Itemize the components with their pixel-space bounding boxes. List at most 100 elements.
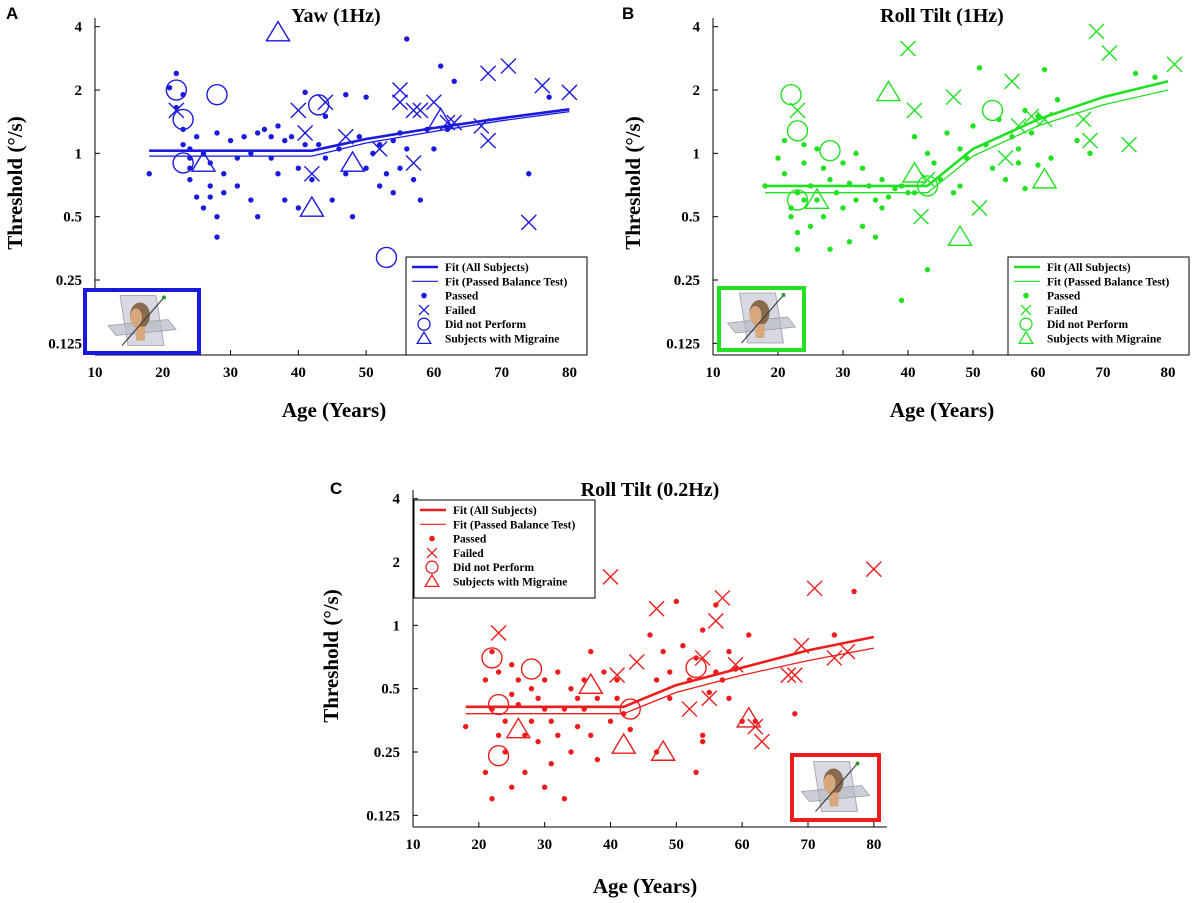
failed-marker-stroke — [789, 102, 806, 119]
y-tick-label: 2 — [393, 555, 401, 571]
inset-axis-tip — [781, 293, 786, 297]
failed-marker-stroke — [1121, 136, 1137, 153]
passed-point — [746, 632, 752, 638]
legend-swatch-migraine — [1018, 330, 1034, 345]
passed-point — [775, 155, 781, 161]
passed-point — [1002, 176, 1009, 183]
panel-b: B Roll Tilt (1Hz) 10 20 30 40 50 60 70 80 0.125 0.… — [621, 4, 1190, 422]
failed-marker-stroke — [317, 94, 334, 111]
legend-swatch-did-not-perform — [425, 560, 439, 574]
passed-point — [535, 695, 541, 702]
failed-marker-stroke — [865, 561, 882, 578]
failed-marker-stroke — [727, 656, 744, 673]
y-tick-label: 0.5 — [381, 682, 400, 698]
passed-point — [376, 141, 383, 148]
failed-point — [412, 102, 429, 119]
failed-point — [337, 128, 354, 145]
legend-box — [405, 256, 588, 356]
passed-point — [548, 718, 554, 724]
did-not-perform-point — [619, 698, 641, 720]
failed-point — [168, 102, 185, 119]
passed-point — [647, 632, 653, 638]
panel-letter-c: C — [330, 479, 342, 498]
failed-point — [490, 624, 507, 641]
failed-point — [727, 656, 744, 673]
x-tick-label: 50 — [966, 365, 981, 381]
passed-point — [851, 588, 857, 595]
passed-point — [581, 706, 587, 712]
failed-point — [913, 208, 929, 225]
x-axis-label: Age (Years) — [282, 398, 386, 422]
passed-point — [207, 194, 213, 200]
passed-point — [214, 234, 220, 240]
inset-rotation-axis — [815, 763, 858, 812]
did-not-perform-point — [981, 99, 1004, 122]
passed-point — [404, 146, 410, 152]
passed-point — [814, 197, 820, 203]
passed-point — [814, 146, 820, 152]
passed-point — [905, 190, 911, 196]
passed-point — [601, 669, 607, 675]
failed-marker-stroke — [500, 58, 517, 75]
fit-passed-balance-line — [465, 647, 874, 715]
passed-point — [594, 756, 601, 763]
passed-point — [667, 695, 673, 702]
fit-passed-balance-line — [765, 89, 1169, 194]
passed-point — [719, 677, 726, 683]
passed-point — [509, 691, 515, 698]
failed-point — [405, 102, 422, 119]
y-tick-label: 1 — [693, 146, 701, 162]
failed-point — [480, 132, 497, 149]
passed-point — [383, 171, 390, 177]
passed-point — [363, 94, 369, 100]
failed-marker-stroke — [405, 154, 422, 171]
failed-marker-stroke — [602, 568, 619, 585]
failed-marker-stroke — [714, 589, 731, 606]
passed-point — [234, 183, 241, 189]
passed-point — [568, 749, 574, 755]
inset-axis-tip — [855, 761, 860, 766]
passed-point — [699, 732, 706, 739]
passed-point — [187, 146, 193, 152]
failed-point — [780, 667, 797, 684]
passed-point — [1074, 137, 1080, 144]
passed-point — [1035, 162, 1041, 168]
fit-all-subjects-line — [765, 80, 1169, 188]
migraine-point — [299, 195, 325, 217]
y-axis-label: Threshold (°/s) — [621, 116, 645, 249]
passed-point — [937, 176, 944, 183]
head-orientation-inset — [83, 288, 201, 355]
passed-point — [957, 146, 963, 152]
y-tick-label: 0.125 — [366, 808, 400, 824]
passed-point — [1054, 96, 1061, 103]
legend-swatch-failed — [1020, 304, 1032, 316]
fit-all-subjects-line — [465, 635, 875, 709]
passed-point — [268, 155, 274, 161]
failed-point — [371, 140, 388, 157]
passed-point — [509, 784, 515, 790]
failed-marker-stroke — [826, 649, 843, 666]
did-not-perform-point — [206, 84, 228, 106]
failed-point — [534, 77, 551, 94]
x-tick-label: 70 — [801, 837, 816, 853]
passed-point — [614, 677, 620, 683]
failed-marker-stroke — [1036, 111, 1053, 128]
failed-marker-stroke — [490, 624, 507, 641]
failed-point — [707, 612, 724, 629]
passed-point — [699, 738, 706, 745]
failed-point — [681, 701, 698, 718]
x-tick-label: 10 — [706, 365, 721, 381]
migraine-point — [577, 672, 604, 695]
passed-point — [166, 85, 173, 91]
passed-point — [996, 116, 1002, 123]
passed-point — [555, 669, 561, 675]
passed-point — [846, 180, 853, 187]
failed-marker-stroke — [707, 612, 724, 629]
did-not-perform-point — [165, 79, 188, 101]
passed-point — [1022, 185, 1028, 192]
failed-marker-stroke — [900, 40, 916, 57]
legend-label: Fit (All Subjects) — [445, 262, 529, 274]
migraine-point — [804, 187, 830, 209]
passed-point — [541, 784, 548, 790]
passed-point — [254, 130, 261, 136]
